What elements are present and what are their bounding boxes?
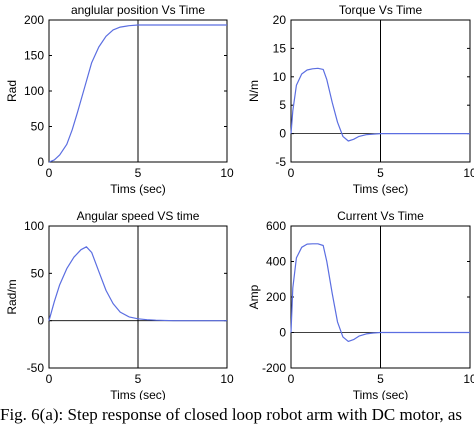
chart-4-ytick-label: 600 (266, 219, 286, 233)
chart-1-ytick-label: 0 (37, 155, 44, 169)
chart-4-xlabel: Tims (sec) (353, 388, 409, 400)
chart-1-title: anglular position Vs Time (71, 3, 205, 17)
chart-4 (290, 225, 471, 369)
chart-3-title: Angular speed VS time (77, 209, 200, 223)
chart-4-xtick-label: 10 (463, 372, 474, 386)
chart-3-ytick-label: 100 (24, 219, 44, 233)
chart-2-ylabel: N/m (247, 80, 261, 102)
chart-2-ytick-label: 10 (273, 70, 287, 84)
chart-4-ytick-label: 0 (279, 326, 286, 340)
chart-2-xtick-label: 0 (288, 166, 295, 180)
chart-2-ytick-label: -5 (275, 155, 286, 169)
chart-1-ylabel: Rad (5, 80, 19, 102)
chart-3 (48, 225, 228, 369)
chart-1 (48, 19, 228, 163)
chart-4-ylabel: Amp (247, 284, 261, 309)
chart-3-ytick-label: 0 (37, 314, 44, 328)
chart-2-xtick-label: 10 (463, 166, 474, 180)
chart-1-ytick-label: 100 (24, 84, 44, 98)
chart-3-ytick-label: -50 (27, 361, 45, 375)
chart-1-ytick-label: 150 (24, 49, 44, 63)
chart-1-ytick-label: 200 (24, 13, 44, 27)
chart-1-xtick-label: 5 (135, 166, 142, 180)
chart-1-xtick-label: 10 (220, 166, 234, 180)
chart-3-xtick-label: 5 (135, 372, 142, 386)
chart-1-ytick-label: 50 (31, 120, 45, 134)
chart-2-ytick-label: 5 (279, 98, 286, 112)
figure-caption: Fig. 6(a): Step response of closed loop … (0, 405, 463, 424)
chart-4-xtick-label: 0 (288, 372, 295, 386)
chart-1-xlabel: Tims (sec) (110, 182, 166, 196)
chart-2-title: Torque Vs Time (339, 3, 423, 17)
chart-3-ytick-label: 50 (31, 266, 45, 280)
chart-3-series-line (48, 246, 227, 322)
chart-1-xtick-label: 0 (46, 166, 53, 180)
chart-3-xlabel: Tims (sec) (110, 388, 166, 400)
chart-4-ytick-label: -200 (262, 361, 286, 375)
chart-4-ytick-label: 200 (266, 290, 286, 304)
chart-2-ytick-label: 20 (273, 13, 287, 27)
chart-4-series-line (290, 243, 470, 342)
chart-1-series-line (48, 24, 227, 163)
chart-3-xtick-label: 10 (220, 372, 234, 386)
chart-4-ytick-label: 400 (266, 255, 286, 269)
chart-2-ytick-label: 0 (279, 127, 286, 141)
chart-4-title: Current Vs Time (337, 209, 424, 223)
chart-2-xtick-label: 5 (377, 166, 384, 180)
chart-3-xtick-label: 0 (46, 372, 53, 386)
chart-4-xtick-label: 5 (377, 372, 384, 386)
chart-2-xlabel: Tims (sec) (353, 182, 409, 196)
chart-2-series-line (290, 67, 470, 142)
chart-3-ylabel: Rad/m (5, 279, 19, 314)
chart-2-ytick-label: 15 (273, 41, 287, 55)
chart-2 (290, 19, 471, 163)
